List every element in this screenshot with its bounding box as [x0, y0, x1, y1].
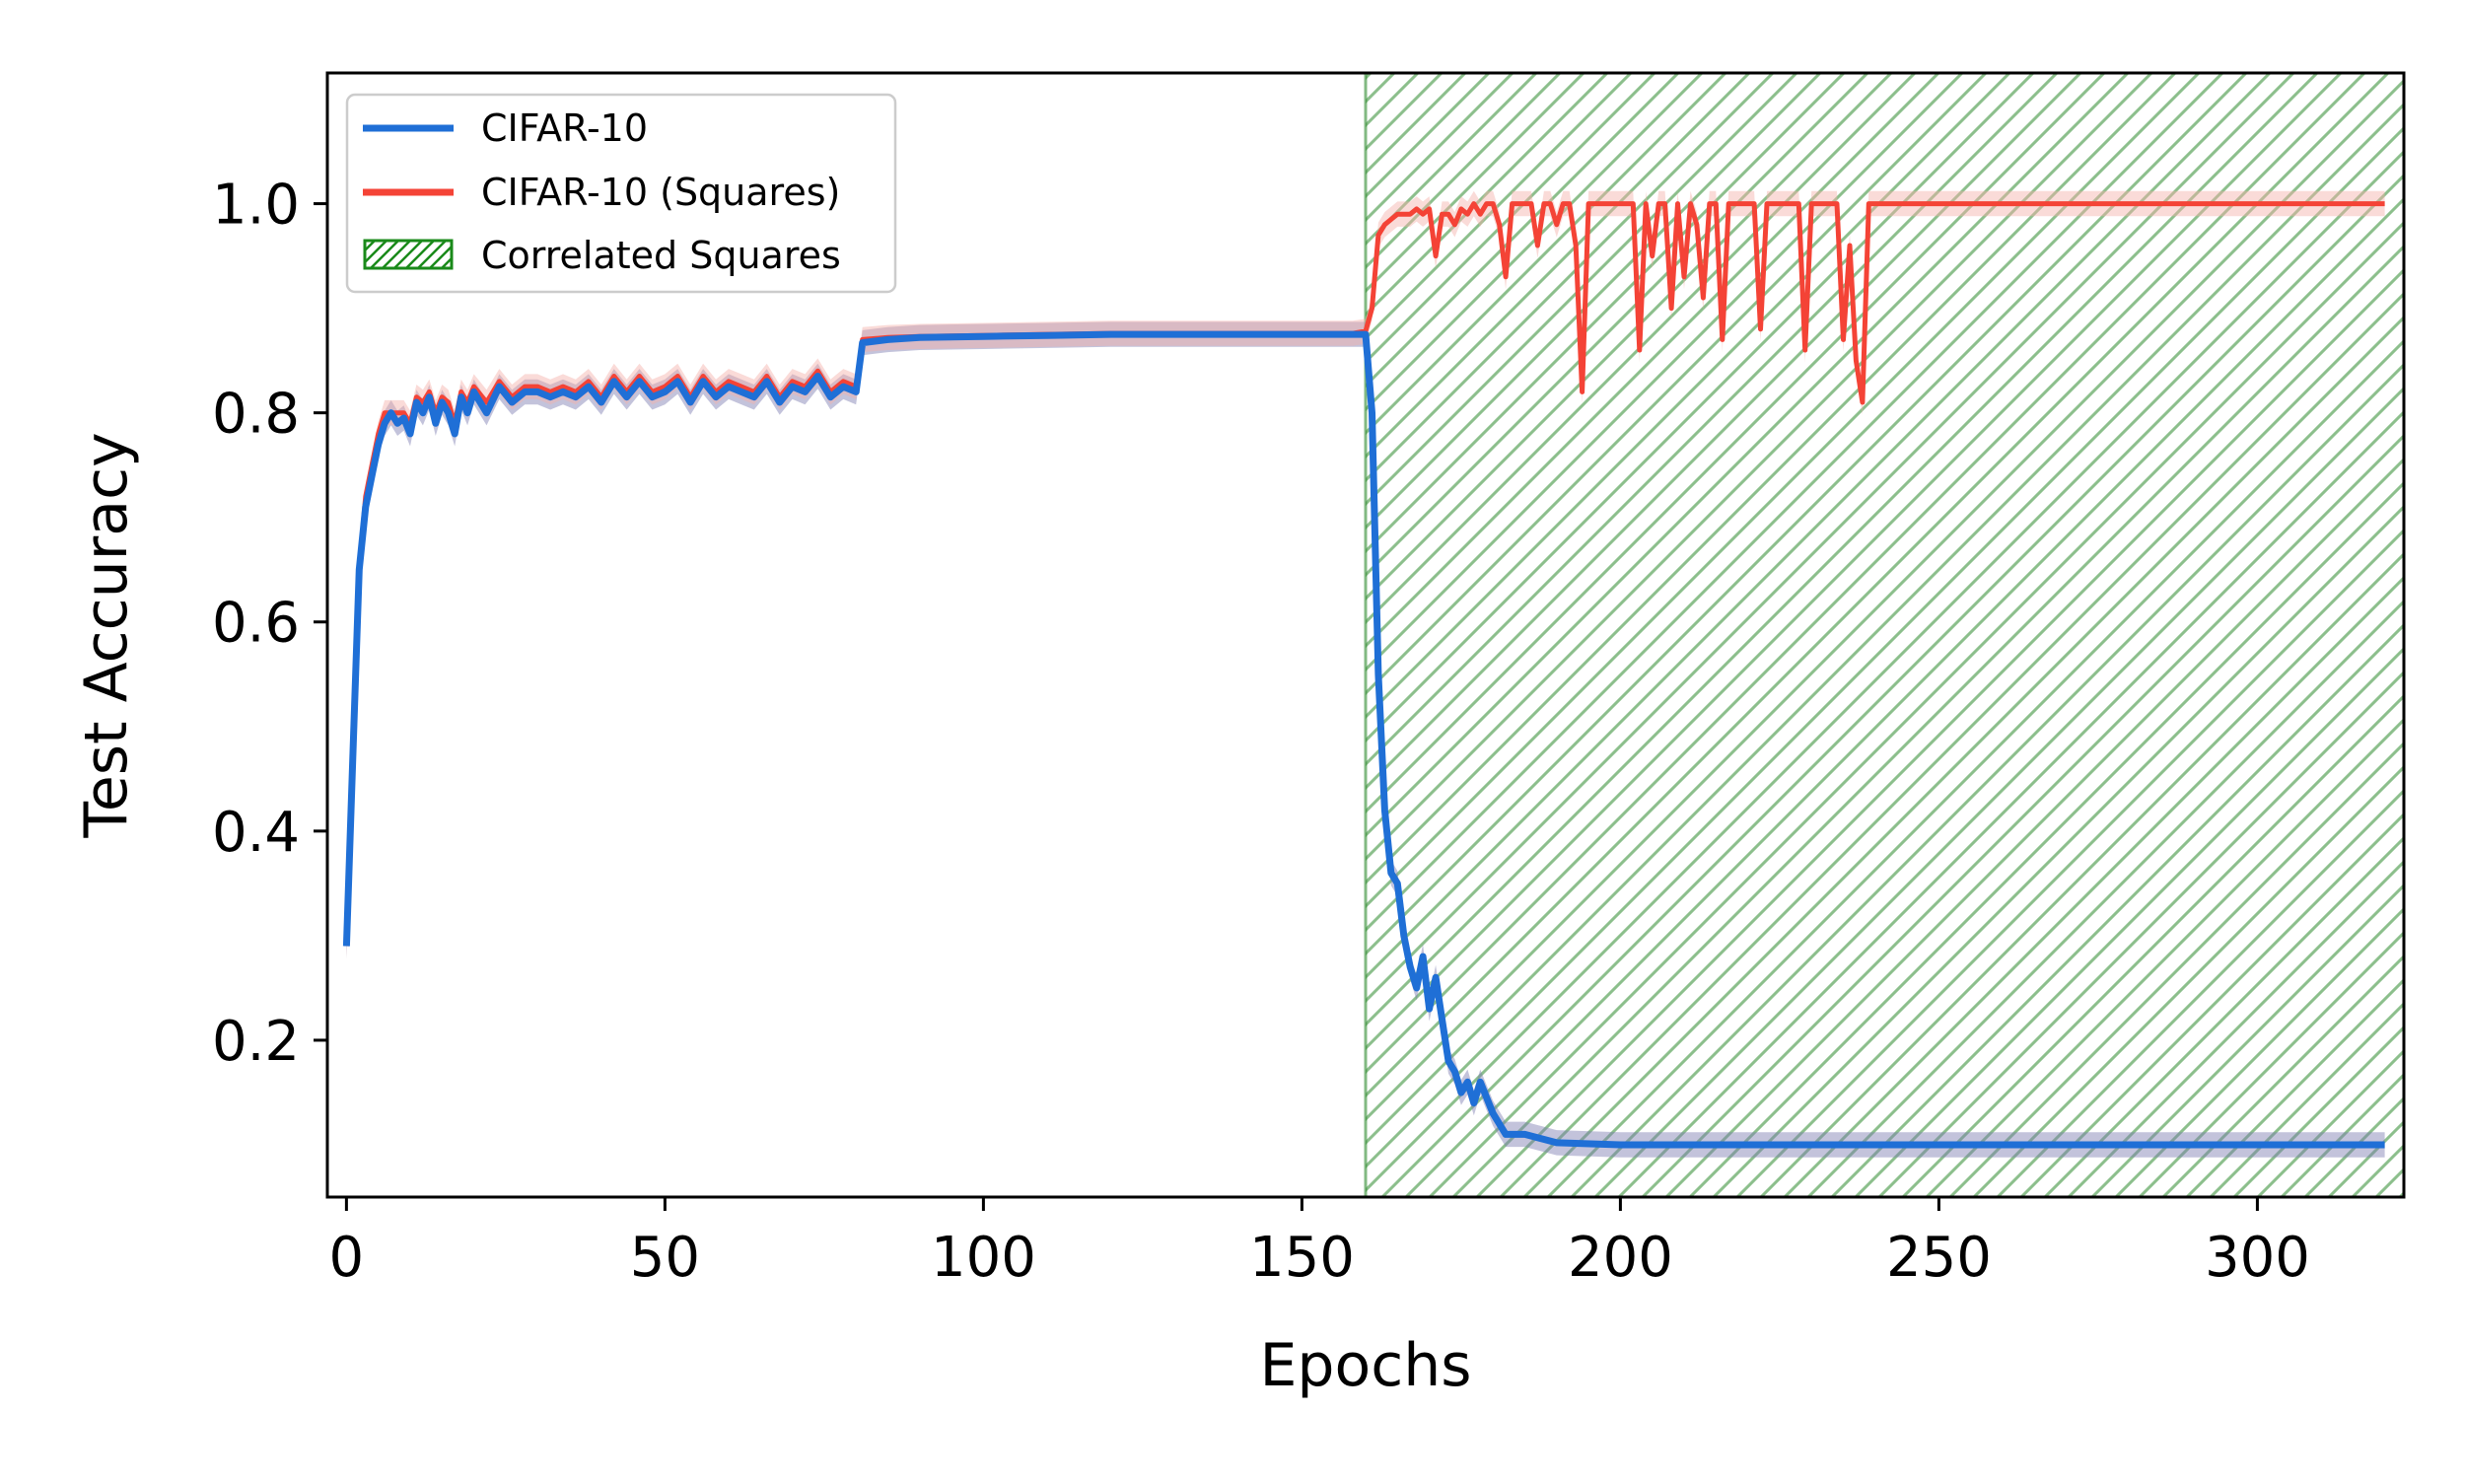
legend-box: [345, 93, 897, 294]
y-tick-label: 0.4: [212, 801, 300, 865]
x-tick-label: 100: [931, 1226, 1036, 1290]
legend-swatch-correlated-squares: [363, 239, 454, 270]
x-axis-label: Epochs: [1260, 1331, 1472, 1400]
legend: CIFAR-10 CIFAR-10 (Squares) Correlated S…: [345, 93, 897, 294]
x-tick-label: 250: [1886, 1226, 1992, 1290]
legend-label-cifar10-squares: CIFAR-10 (Squares): [481, 171, 840, 214]
correlated-squares-region: [1366, 73, 2404, 1197]
y-axis-label: Test Accuracy: [72, 432, 141, 838]
x-tick-label: 300: [2205, 1226, 2310, 1290]
y-tick-label: 0.6: [212, 592, 300, 656]
x-tick-label: 50: [630, 1226, 700, 1290]
x-tick-label: 150: [1249, 1226, 1355, 1290]
x-tick-label: 0: [329, 1226, 365, 1290]
plot-frame: [325, 71, 2406, 1199]
legend-label-correlated-squares: Correlated Squares: [481, 234, 841, 277]
x-tick-label: 200: [1568, 1226, 1673, 1290]
y-tick-label: 0.2: [212, 1010, 300, 1074]
series-line-cifar10: [342, 330, 2385, 1149]
y-tick-label: 1.0: [212, 174, 300, 238]
legend-label-cifar10: CIFAR-10: [481, 106, 648, 150]
series-band-0: [346, 321, 2385, 1158]
series-line-cifar10-squares: [343, 201, 2385, 947]
y-tick-label: 0.8: [212, 383, 300, 447]
